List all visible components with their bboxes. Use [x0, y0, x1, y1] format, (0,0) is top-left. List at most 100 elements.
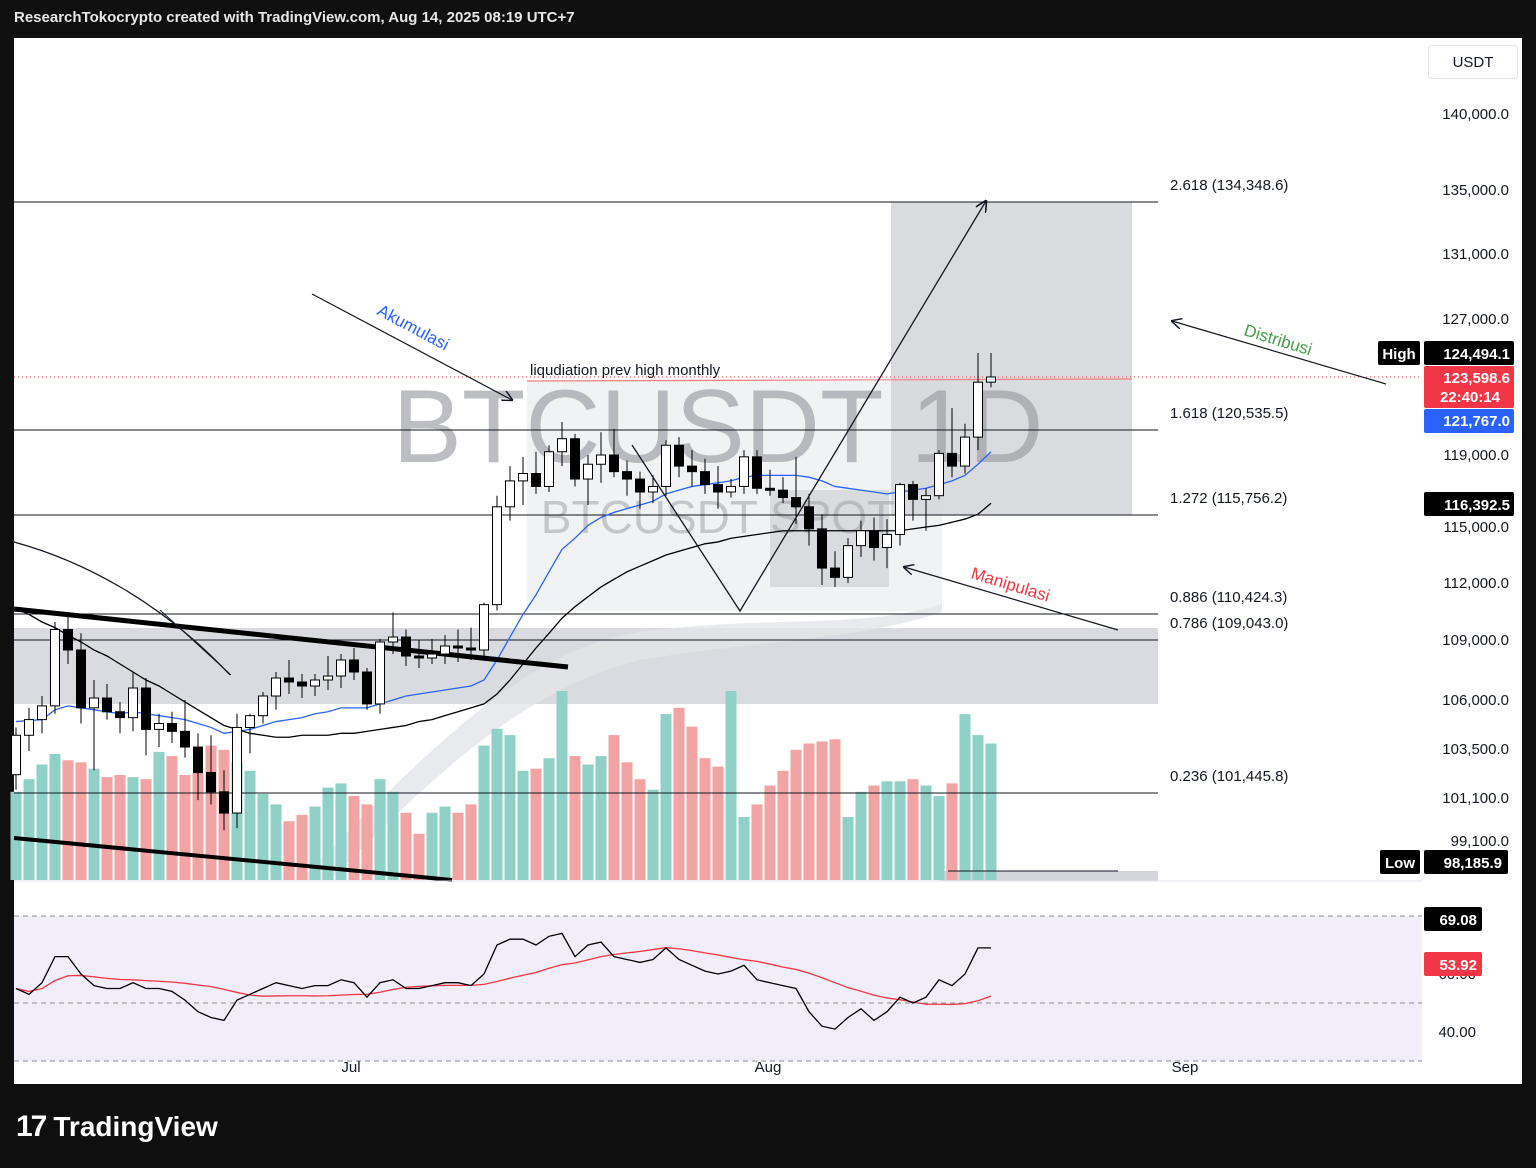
volume-bar — [569, 756, 581, 880]
high-tag-label: High — [1382, 346, 1415, 363]
volume-bar — [608, 735, 620, 880]
last-price-tag: 123,598.6 — [1443, 370, 1510, 387]
resistance-trendline — [13, 606, 569, 670]
volume-bar — [348, 796, 360, 880]
volume-bar — [634, 779, 646, 880]
candle-body — [414, 655, 424, 659]
candle-body — [674, 444, 684, 467]
low-zone-box — [940, 871, 1158, 881]
volume-bar — [192, 772, 204, 880]
last-price-tag-bg — [1424, 366, 1514, 408]
candle-body — [167, 723, 177, 732]
candle-body — [271, 677, 281, 697]
candle-body — [284, 677, 294, 683]
low-tag-value: 98,185.9 — [1444, 855, 1502, 872]
candle-body — [895, 484, 905, 535]
volume-bar — [595, 756, 607, 880]
candle-body — [219, 791, 229, 814]
volume-bar — [296, 814, 308, 880]
ema-fast-line — [15, 451, 992, 734]
volume-bar — [244, 770, 256, 880]
rsi-ma-tag-bg — [1424, 952, 1482, 976]
candle-body — [89, 697, 99, 709]
candle-body — [401, 636, 411, 657]
rsi-tag-bg — [1424, 907, 1482, 931]
price-axis-tick: 119,000.0 — [1443, 447, 1509, 464]
candle-body — [947, 452, 957, 467]
volume-bar — [777, 770, 789, 880]
volume-bar — [400, 812, 412, 880]
volume-bar — [855, 791, 867, 880]
price-axis-tick: 103,500.0 — [1442, 741, 1509, 758]
volume-bar — [803, 743, 815, 880]
volume-bar — [23, 779, 35, 880]
tradingview-logo[interactable]: 17 TradingView — [16, 1110, 218, 1144]
candle-body — [921, 495, 931, 500]
long-ema-curve — [13, 541, 231, 676]
volume-bar — [842, 817, 854, 880]
volume-bar — [725, 691, 737, 880]
volume-bar — [543, 758, 555, 880]
rsi-line — [15, 932, 991, 1030]
fib-level-label: 0.236 (101,445.8) — [1170, 768, 1288, 785]
akumulasi-arrow — [311, 293, 512, 400]
volume-bar — [335, 783, 347, 880]
tradingview-logo-text: TradingView — [53, 1111, 218, 1142]
candle-body — [24, 719, 34, 736]
candle-body — [908, 484, 918, 500]
ema-slow-tag: 116,392.5 — [1444, 497, 1510, 514]
volume-bar — [881, 781, 893, 880]
candle-body — [141, 687, 151, 730]
candle-body — [349, 659, 359, 673]
countdown-tag: 22:40:14 — [1440, 389, 1501, 406]
ema-fast-tag-bg — [1424, 409, 1514, 433]
volume-bar — [504, 735, 516, 880]
volume-bar — [816, 741, 828, 880]
volume-bar — [907, 779, 919, 880]
ema-cloud-area — [300, 604, 942, 880]
volume-bar — [738, 817, 750, 880]
volume-bar — [309, 806, 321, 880]
candle-body — [310, 679, 320, 687]
support-trendline — [13, 836, 453, 882]
fib-level-label: 0.786 (109,043.0) — [1170, 615, 1288, 632]
chart-frame — [14, 38, 1522, 1084]
candle-body — [76, 649, 86, 709]
candle-body — [557, 438, 567, 453]
candle-body — [726, 485, 736, 493]
candle-body — [232, 726, 242, 814]
low-tag-label-bg — [1380, 850, 1420, 874]
currency-unit-button[interactable]: USDT — [1428, 45, 1518, 79]
candle-body — [11, 734, 21, 776]
fib-level-label: 1.618 (120,535.5) — [1170, 405, 1288, 422]
price-axis-tick: 135,000.0 — [1442, 182, 1509, 199]
candle-body — [700, 471, 710, 486]
price-axis-tick: 106,000.0 — [1442, 692, 1509, 709]
candle-body — [180, 730, 190, 748]
volume-bar — [127, 777, 139, 880]
candle-body — [778, 489, 788, 499]
candle-body — [115, 711, 125, 719]
projection-path — [631, 201, 986, 613]
volume-bar — [283, 821, 295, 880]
candle-body — [102, 697, 112, 713]
volume-bar — [933, 796, 945, 880]
volume-bar — [894, 781, 906, 880]
time-axis-tick: Aug — [755, 1059, 782, 1076]
volume-bar — [582, 764, 594, 880]
volume-bar — [647, 789, 659, 880]
volume-bar — [465, 804, 477, 880]
price-axis-tick: 109,000.0 — [1442, 632, 1509, 649]
candle-body — [479, 604, 489, 651]
volume-bar — [413, 833, 425, 880]
volume-bar — [75, 762, 87, 880]
high-tag-value-bg — [1424, 341, 1514, 365]
price-axis-tick: 127,000.0 — [1442, 311, 1509, 328]
candle-body — [973, 381, 983, 438]
volume-bar — [179, 775, 191, 880]
volume-bar — [140, 779, 152, 880]
candle-body — [206, 772, 216, 793]
volume-bar — [920, 785, 932, 880]
rsi-band — [14, 916, 1422, 1061]
